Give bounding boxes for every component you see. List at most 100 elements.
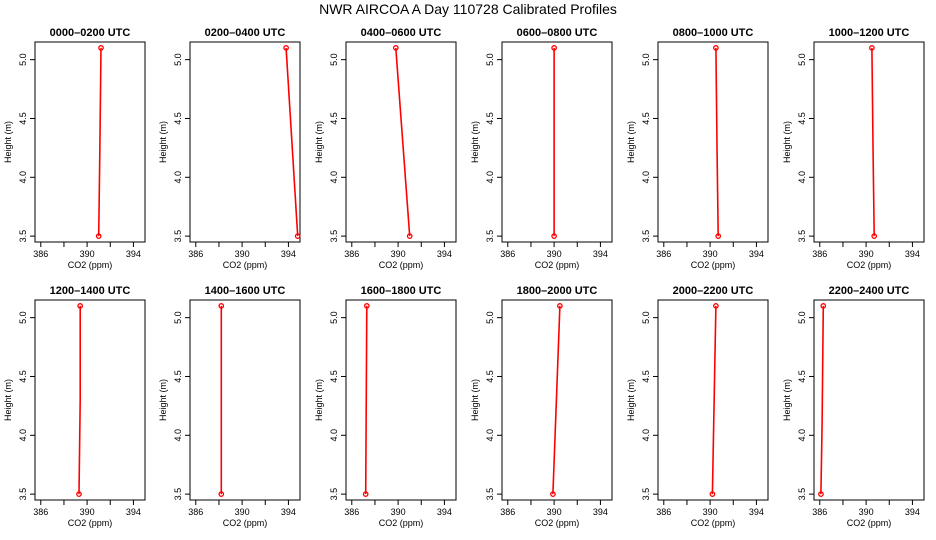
profile-panel: 1600–1800 UTC 386 390 394 CO2 (ppm) 3.5 4.0 4.5… — [314, 285, 457, 528]
plot-frame — [34, 299, 146, 501]
y-tick-label: 3.5 — [641, 488, 651, 501]
panel-title: 0400–0600 UTC — [361, 27, 442, 39]
y-axis-label: Height (m) — [3, 121, 13, 163]
x-tick-label: 386 — [500, 507, 515, 517]
co2-profile-line — [552, 305, 561, 495]
y-tick-label: 4.0 — [329, 171, 339, 184]
plot-frame — [345, 299, 457, 501]
x-tick-label: 390 — [859, 507, 874, 517]
data-point — [98, 45, 104, 51]
y-tick-label: 5.0 — [485, 53, 495, 66]
y-tick-label: 4.5 — [18, 112, 28, 125]
data-point — [871, 233, 878, 239]
profile-panel: 0400–0600 UTC 386 390 394 CO2 (ppm) 3.5 4.0 4.5… — [314, 27, 457, 270]
x-tick-label: 390 — [80, 507, 95, 517]
profile-panel: 0600–0800 UTC 386 390 394 CO2 (ppm) 3.5 4.0 4.5… — [470, 27, 613, 270]
x-axis-label: CO2 (ppm) — [535, 260, 580, 270]
x-axis-label: CO2 (ppm) — [535, 518, 580, 528]
plot-frame — [813, 41, 925, 243]
data-point — [362, 491, 369, 497]
x-tick-label: 390 — [859, 249, 874, 259]
y-tick-label: 4.5 — [641, 370, 651, 383]
x-tick-label: 386 — [188, 507, 203, 517]
y-tick-label: 3.5 — [173, 488, 183, 501]
x-tick-label: 394 — [905, 507, 920, 517]
x-axis-label: CO2 (ppm) — [68, 518, 113, 528]
profile-panel: 1800–2000 UTC 386 390 394 CO2 (ppm) 3.5 4.0 4.5… — [470, 285, 613, 528]
y-axis-label: Height (m) — [782, 121, 792, 163]
co2-profile-line — [711, 305, 717, 495]
data-point — [820, 303, 827, 309]
x-tick-label: 394 — [749, 249, 764, 259]
x-tick-label: 386 — [33, 507, 48, 517]
y-tick-label: 4.0 — [18, 171, 28, 184]
data-point — [550, 491, 556, 497]
profile-panel: 2000–2200 UTC 386 390 394 CO2 (ppm) 3.5 4.0 4.5… — [626, 285, 769, 528]
y-tick-label: 4.0 — [173, 171, 183, 184]
x-tick-label: 390 — [547, 249, 562, 259]
y-tick-label: 4.0 — [485, 429, 495, 442]
data-point — [363, 303, 370, 309]
co2-profile-line — [364, 305, 368, 495]
profile-panel: 1000–1200 UTC 386 390 394 CO2 (ppm) 3.5 4.0 4.5… — [782, 27, 925, 270]
y-tick-label: 5.0 — [797, 53, 807, 66]
co2-profile-line — [395, 47, 411, 237]
x-tick-label: 386 — [656, 507, 671, 517]
data-point — [557, 303, 563, 309]
x-tick-label: 386 — [656, 249, 671, 259]
data-point — [715, 233, 722, 239]
data-point — [294, 233, 301, 239]
x-tick-label: 390 — [235, 249, 250, 259]
x-tick-label: 394 — [749, 507, 764, 517]
y-axis-label: Height (m) — [626, 121, 636, 163]
plot-frame — [345, 41, 457, 243]
y-tick-label: 3.5 — [641, 230, 651, 243]
x-tick-label: 390 — [703, 249, 718, 259]
co2-profile-line — [285, 47, 299, 237]
panel-title: 1400–1600 UTC — [205, 285, 286, 297]
co2-profile-line — [97, 47, 102, 237]
x-tick-label: 394 — [593, 249, 608, 259]
panel-title: 0600–0800 UTC — [517, 27, 598, 39]
y-tick-label: 4.0 — [797, 429, 807, 442]
x-tick-label: 394 — [593, 507, 608, 517]
data-point — [709, 491, 716, 497]
y-tick-label: 5.0 — [18, 53, 28, 66]
y-tick-label: 3.5 — [173, 230, 183, 243]
y-axis-label: Height (m) — [782, 379, 792, 421]
x-tick-label: 386 — [188, 249, 203, 259]
x-tick-label: 394 — [437, 507, 452, 517]
y-tick-label: 5.0 — [641, 53, 651, 66]
x-tick-label: 390 — [235, 507, 250, 517]
y-tick-label: 3.5 — [18, 488, 28, 501]
y-tick-label: 3.5 — [485, 230, 495, 243]
data-point — [95, 233, 102, 239]
y-tick-label: 4.5 — [641, 112, 651, 125]
y-tick-label: 4.0 — [641, 171, 651, 184]
y-tick-label: 3.5 — [329, 230, 339, 243]
x-tick-label: 390 — [391, 249, 406, 259]
co2-profile-line — [871, 47, 875, 237]
data-point — [392, 45, 399, 51]
y-tick-label: 4.0 — [641, 429, 651, 442]
y-tick-label: 4.5 — [797, 370, 807, 383]
co2-profile-line — [78, 305, 81, 495]
panel-title: 1600–1800 UTC — [361, 285, 442, 297]
panel-title: 1200–1400 UTC — [50, 285, 131, 297]
profile-panel: 1400–1600 UTC 386 390 394 CO2 (ppm) 3.5 4.0 4.5… — [158, 285, 301, 528]
x-axis-label: CO2 (ppm) — [847, 260, 892, 270]
y-axis-label: Height (m) — [158, 379, 168, 421]
y-axis-label: Height (m) — [470, 121, 480, 163]
data-point — [713, 45, 719, 51]
data-point — [551, 45, 557, 51]
y-axis-label: Height (m) — [314, 121, 324, 163]
y-tick-label: 4.5 — [329, 370, 339, 383]
x-tick-label: 390 — [391, 507, 406, 517]
y-tick-label: 4.5 — [18, 370, 28, 383]
figure-title: NWR AIRCOA A Day 110728 Calibrated Profi… — [319, 1, 617, 17]
y-axis-label: Height (m) — [158, 121, 168, 163]
y-tick-label: 5.0 — [173, 53, 183, 66]
x-tick-label: 390 — [547, 507, 562, 517]
y-tick-label: 3.5 — [329, 488, 339, 501]
co2-profile-line — [715, 47, 719, 237]
